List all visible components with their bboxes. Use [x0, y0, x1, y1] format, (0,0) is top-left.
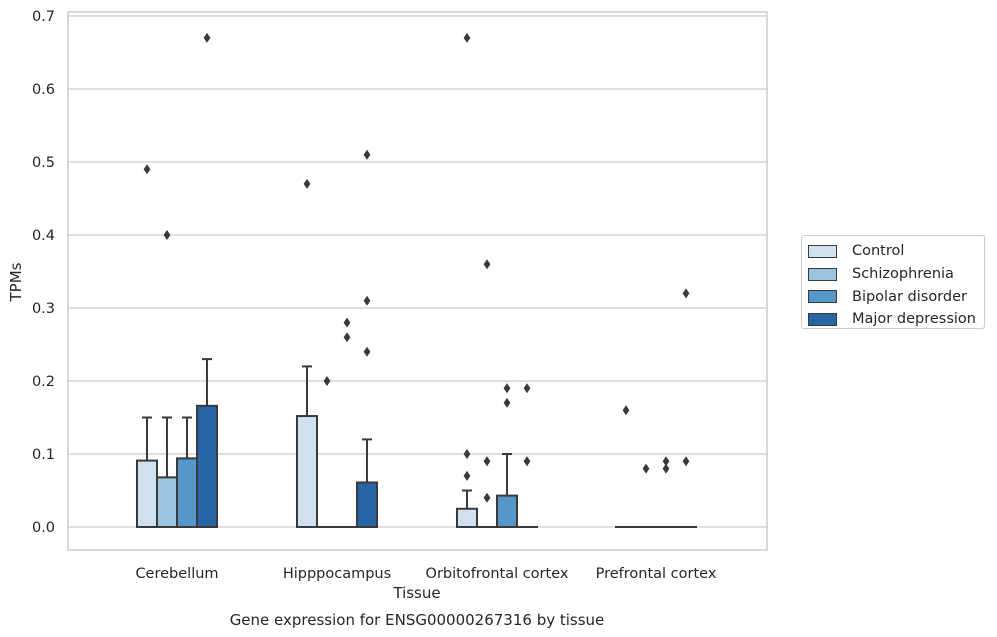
- outlier-point: [343, 332, 351, 343]
- outlier-point: [483, 456, 491, 467]
- plot-frame: [67, 11, 768, 551]
- outlier-point: [503, 383, 511, 394]
- outlier-point: [303, 178, 311, 189]
- bar: [176, 457, 198, 529]
- bar: [296, 415, 318, 529]
- legend-label: Bipolar disorder: [852, 288, 967, 305]
- bar: [196, 404, 218, 529]
- outlier-point: [463, 449, 471, 459]
- y-tick-label: 0.0: [32, 520, 55, 536]
- outlier-point: [363, 149, 371, 160]
- outlier-point: [363, 346, 371, 357]
- bar: [156, 476, 178, 528]
- bar: [456, 507, 478, 528]
- legend-item-major-depression: Major depression: [808, 308, 978, 331]
- outlier-point: [163, 230, 171, 240]
- y-tick-label: 0.5: [32, 155, 55, 171]
- y-tick-label: 0.4: [32, 228, 55, 244]
- y-axis-label: TPMs: [7, 262, 25, 302]
- outlier-point: [463, 32, 471, 43]
- bar: [136, 459, 158, 529]
- x-tick-label: Hipppocampus: [283, 566, 391, 582]
- outlier-point: [203, 32, 211, 43]
- outlier-point: [523, 456, 531, 467]
- grid-lines: [68, 15, 767, 528]
- outlier-point: [523, 383, 531, 394]
- x-tick-label: Cerebellum: [135, 566, 218, 582]
- y-tick-label: 0.1: [32, 447, 55, 463]
- legend-item-control: Control: [808, 240, 978, 263]
- x-tick-label: Prefrontal cortex: [596, 566, 717, 582]
- outlier-point: [483, 259, 491, 270]
- legend-label: Schizophrenia: [852, 266, 954, 283]
- legend-swatch-major-depression: [808, 312, 837, 326]
- y-tick-label: 0.6: [32, 82, 55, 98]
- bar: [496, 494, 518, 528]
- chart-title: Gene expression for ENSG00000267316 by t…: [230, 611, 605, 629]
- outlier-point: [662, 456, 670, 467]
- outlier-point: [622, 405, 630, 416]
- legend-swatch-schizophrenia: [808, 267, 837, 281]
- legend-item-bipolar-disorder: Bipolar disorder: [808, 285, 978, 308]
- outlier-point: [483, 492, 491, 503]
- x-axis-label: Tissue: [392, 584, 440, 602]
- error-bars: [142, 358, 512, 509]
- outlier-point: [682, 288, 690, 299]
- outlier-point: [682, 456, 690, 467]
- outlier-points: [143, 32, 690, 503]
- y-tick-labels: 0.0 0.1 0.2 0.3 0.4 0.5 0.6 0.7: [32, 9, 55, 536]
- x-tick-labels: Cerebellum Hipppocampus Orbitofrontal cort…: [135, 566, 716, 582]
- legend-swatch-control: [808, 244, 837, 258]
- bars: [136, 404, 697, 529]
- y-tick-label: 0.3: [32, 301, 55, 317]
- legend-item-schizophrenia: Schizophrenia: [808, 263, 978, 286]
- outlier-point: [642, 463, 650, 474]
- outlier-point: [363, 295, 371, 306]
- outlier-point: [143, 164, 151, 175]
- legend-swatch-bipolar-disorder: [808, 290, 837, 304]
- outlier-point: [343, 317, 351, 328]
- bar: [356, 481, 378, 528]
- outlier-point: [323, 376, 331, 386]
- outlier-point: [662, 463, 670, 474]
- y-tick-label: 0.2: [32, 374, 55, 390]
- legend-label: Control: [852, 243, 905, 260]
- legend: Control Schizophrenia Bipolar disorder M…: [801, 235, 985, 329]
- y-tick-label: 0.7: [32, 9, 55, 25]
- outlier-point: [503, 397, 511, 408]
- x-tick-label: Orbitofrontal cortex: [426, 566, 569, 582]
- legend-label: Major depression: [852, 311, 976, 328]
- outlier-point: [463, 470, 471, 481]
